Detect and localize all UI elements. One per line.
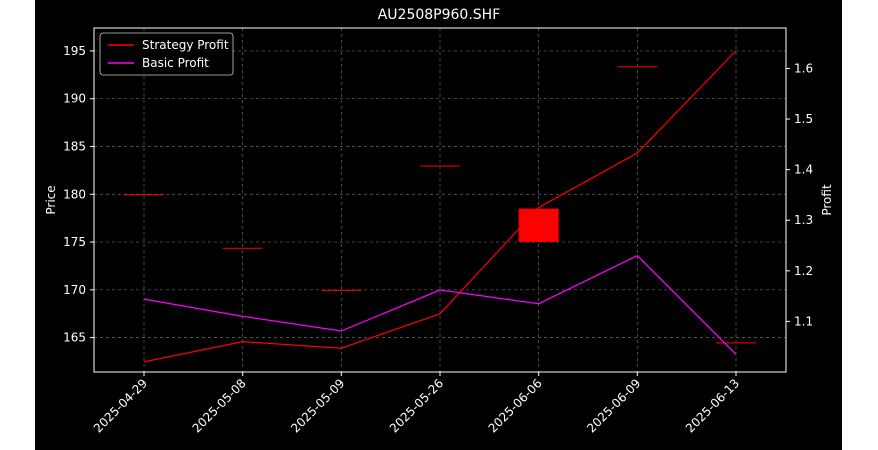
- candles: [124, 66, 756, 344]
- y-tick-label: 195: [63, 44, 86, 58]
- candle-2025-05-26: [420, 165, 460, 167]
- x-tick-label: 2025-04-29: [91, 376, 150, 435]
- y-axis-label-left: Price: [44, 185, 58, 214]
- right-axis: 1.1 1.2 1.3 1.4 1.5 1.6: [786, 61, 813, 328]
- y-tick-label: 190: [63, 92, 86, 106]
- x-tick-label: 2025-05-26: [387, 376, 446, 435]
- y-axis-label-right: Profit: [820, 184, 834, 216]
- x-tick-label: 2025-06-06: [486, 376, 545, 435]
- plot-frame: [93, 27, 787, 373]
- legend-box: [99, 32, 234, 76]
- y-tick-label: 175: [63, 235, 86, 249]
- candle-2025-06-13: [716, 342, 756, 344]
- chart-svg: 165 170 175 180 185 190 195 1.1 1.2 1.3 1.4 1.5 1.6…: [44, 7, 834, 435]
- legend-label: Strategy Profit: [142, 38, 229, 52]
- candle-2025-06-06: [518, 208, 559, 243]
- y2-tick-label: 1.1: [794, 314, 813, 328]
- x-tick-label: 2025-05-08: [190, 376, 249, 435]
- y2-tick-label: 1.6: [794, 61, 813, 75]
- candle-2025-05-08: [222, 247, 263, 249]
- candle-2025-04-29: [124, 194, 164, 196]
- y2-tick-label: 1.2: [794, 264, 813, 278]
- y-tick-label: 170: [63, 283, 86, 297]
- series-line-strategy-profit: [143, 50, 737, 363]
- x-axis: 2025-04-29 2025-05-08 2025-05-09 2025-05-26…: [91, 372, 742, 435]
- y2-tick-label: 1.3: [794, 213, 813, 227]
- chart-figure: 165 170 175 180 185 190 195 1.1 1.2 1.3 1.4 1.5 1.6…: [35, 0, 842, 450]
- y2-tick-label: 1.5: [794, 112, 813, 126]
- x-tick-label: 2025-05-09: [288, 376, 347, 435]
- y-tick-label: 185: [63, 139, 86, 153]
- y-tick-label: 180: [63, 187, 86, 201]
- profit-lines: [143, 50, 737, 363]
- y2-tick-label: 1.4: [794, 163, 813, 177]
- candle-2025-06-09: [617, 66, 658, 68]
- left-axis: 165 170 175 180 185 190 195: [63, 44, 94, 345]
- x-tick-label: 2025-06-13: [683, 376, 742, 435]
- legend: Strategy Profit Basic Profit: [99, 32, 234, 76]
- legend-label: Basic Profit: [142, 56, 209, 70]
- candle-2025-05-09: [321, 289, 362, 291]
- grid: [94, 28, 786, 372]
- series-line-basic-profit: [143, 254, 737, 355]
- x-tick-label: 2025-06-09: [584, 376, 643, 435]
- chart-title: AU2508P960.SHF: [378, 7, 501, 23]
- y-tick-label: 165: [63, 331, 86, 345]
